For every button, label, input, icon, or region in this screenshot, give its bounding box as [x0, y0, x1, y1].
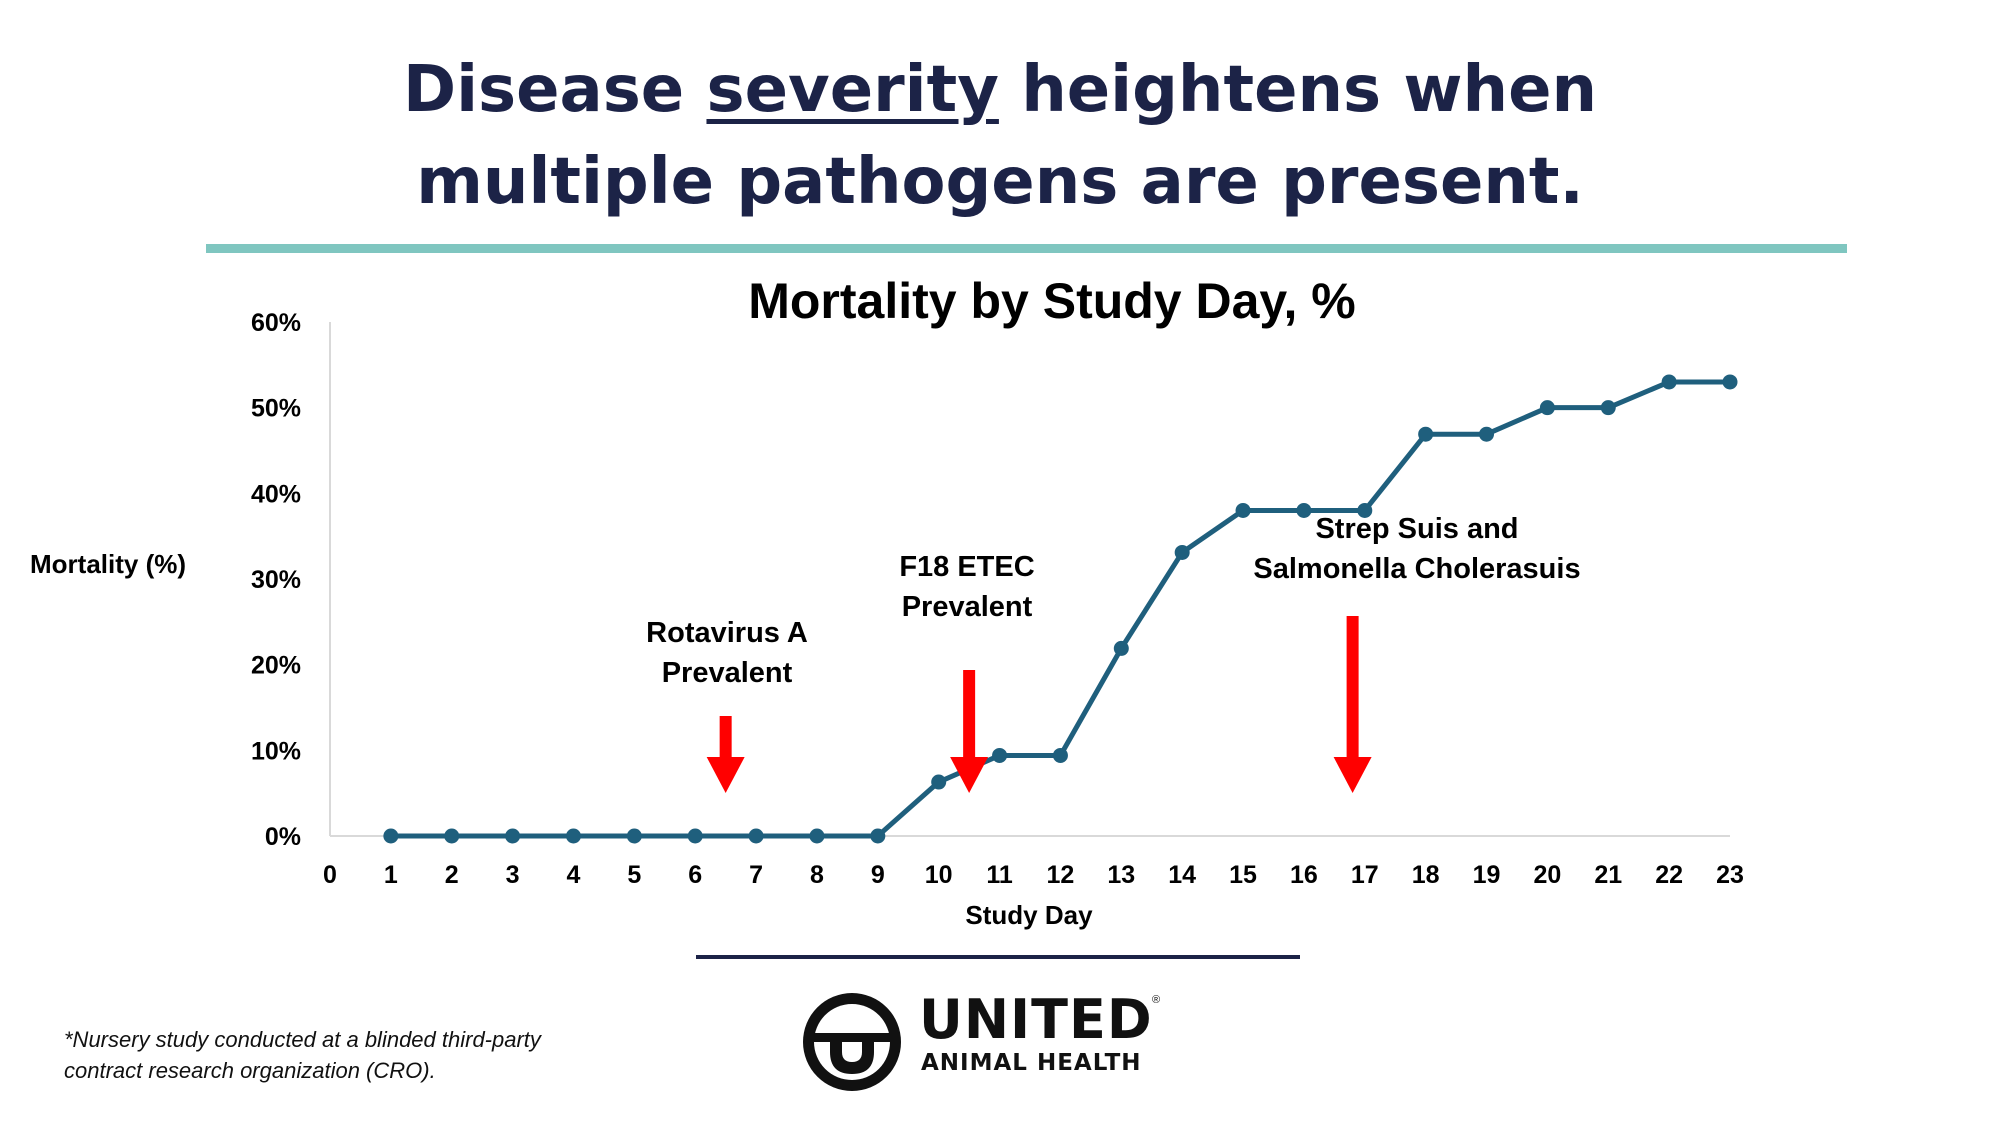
- x-tick-label: 23: [1716, 861, 1744, 889]
- y-tick-label: 30%: [251, 566, 301, 594]
- x-tick-label: 15: [1229, 861, 1257, 889]
- data-point-day-17: [1357, 502, 1373, 518]
- logo-u-emblem-icon: [803, 993, 901, 1091]
- data-point-day-11: [992, 747, 1008, 763]
- annotation-2-arrow-down-icon: [950, 757, 989, 793]
- annotation-1-arrow-down-icon: [706, 757, 745, 793]
- mortality-series-line: [390, 379, 1730, 839]
- mortality-chart: Mortality by Study Day, % Mortality (%) …: [30, 273, 1744, 930]
- data-point-day-1: [383, 828, 399, 844]
- x-tick-label: 6: [688, 861, 702, 889]
- y-tick-label: 10%: [251, 737, 301, 765]
- x-tick-label: 4: [567, 861, 581, 889]
- annotation-1-arrow-shaft: [719, 716, 732, 757]
- y-axis-label: Mortality (%): [30, 549, 186, 579]
- data-point-day-7: [748, 828, 764, 844]
- x-tick-label: 20: [1533, 861, 1561, 889]
- annotation-2-label-line: Prevalent: [902, 591, 1033, 623]
- navy-divider: [696, 955, 1300, 959]
- data-point-day-21: [1600, 400, 1616, 416]
- headline-emphasis: severity: [706, 53, 999, 127]
- data-point-day-15: [1235, 502, 1251, 518]
- annotation-3-label-line: Strep Suis and: [1315, 513, 1518, 545]
- x-tick-label: 12: [1047, 861, 1075, 889]
- footnote-line-2: contract research organization (CRO).: [64, 1058, 436, 1083]
- data-point-day-16: [1296, 502, 1312, 518]
- data-point-day-18: [1418, 426, 1434, 442]
- data-point-day-13: [1113, 640, 1129, 656]
- data-point-day-3: [505, 828, 521, 844]
- x-tick-label: 19: [1473, 861, 1501, 889]
- x-tick-label: 10: [925, 861, 953, 889]
- x-tick-label: 18: [1412, 861, 1440, 889]
- logo-wordmark: UNITED: [919, 988, 1153, 1051]
- logo-subtitle: ANIMAL HEALTH: [921, 1050, 1142, 1076]
- y-tick-label: 50%: [251, 395, 301, 423]
- x-axis-label: Study Day: [965, 900, 1093, 930]
- x-tick-label: 5: [627, 861, 641, 889]
- data-point-day-9: [870, 828, 886, 844]
- headline-line-2: multiple pathogens are present.: [416, 145, 1584, 219]
- annotation-3-label-line: Salmonella Cholerasuis: [1253, 553, 1580, 585]
- x-tick-label: 14: [1168, 861, 1196, 889]
- y-tick-label: 60%: [251, 309, 301, 337]
- headline: Disease severity heightens when multiple…: [0, 44, 2000, 228]
- x-tick-label: 3: [506, 861, 520, 889]
- annotation-3-arrow-shaft: [1346, 616, 1359, 757]
- x-tick-label: 7: [749, 861, 763, 889]
- data-point-day-5: [626, 828, 642, 844]
- x-tick-label: 17: [1351, 861, 1379, 889]
- data-point-day-20: [1539, 400, 1555, 416]
- annotation-3: Strep Suis and Salmonella Cholerasuis: [1253, 513, 1581, 793]
- x-tick-label: 22: [1655, 861, 1683, 889]
- x-tick-label: 0: [323, 861, 337, 889]
- y-tick-label: 40%: [251, 480, 301, 508]
- annotation-3-arrow-down-icon: [1333, 757, 1372, 793]
- headline-post: heightens when: [998, 53, 1598, 127]
- x-tick-label: 8: [810, 861, 824, 889]
- annotation-2: F18 ETEC Prevalent: [899, 551, 1035, 793]
- data-point-day-4: [565, 828, 581, 844]
- x-tick-label: 2: [445, 861, 459, 889]
- annotation-1: Rotavirus A Prevalent: [646, 617, 808, 793]
- teal-divider: [206, 244, 1847, 253]
- data-point-day-12: [1052, 747, 1068, 763]
- annotation-1-label-line: Rotavirus A: [646, 617, 808, 649]
- data-point-day-2: [444, 828, 460, 844]
- x-tick-label: 1: [384, 861, 398, 889]
- footnote: *Nursery study conducted at a blinded th…: [64, 1024, 541, 1086]
- footnote-line-1: *Nursery study conducted at a blinded th…: [64, 1027, 541, 1052]
- headline-pre: Disease: [402, 53, 707, 127]
- y-tick-label: 20%: [251, 652, 301, 680]
- annotation-1-label-line: Prevalent: [662, 657, 793, 689]
- chart-title: Mortality by Study Day, %: [748, 273, 1356, 329]
- data-point-day-8: [809, 828, 825, 844]
- annotation-2-label-line: F18 ETEC: [899, 551, 1034, 583]
- data-point-day-19: [1479, 426, 1495, 442]
- data-point-day-14: [1174, 544, 1190, 560]
- data-point-day-22: [1661, 374, 1677, 390]
- y-tick-label: 0%: [265, 823, 301, 851]
- x-tick-label: 11: [986, 861, 1013, 889]
- x-tick-label: 13: [1107, 861, 1135, 889]
- company-logo: UNITED ® ANIMAL HEALTH: [800, 988, 1200, 1091]
- data-point-day-23: [1722, 374, 1738, 390]
- data-point-day-6: [687, 828, 703, 844]
- data-point-day-10: [931, 774, 947, 790]
- x-tick-label: 21: [1594, 861, 1622, 889]
- logo-registered-mark: ®: [1152, 994, 1161, 1006]
- headline-line-1: Disease severity heightens when: [0, 44, 2000, 136]
- x-tick-label: 16: [1290, 861, 1318, 889]
- x-tick-label: 9: [871, 861, 885, 889]
- annotation-2-arrow-shaft: [963, 670, 976, 757]
